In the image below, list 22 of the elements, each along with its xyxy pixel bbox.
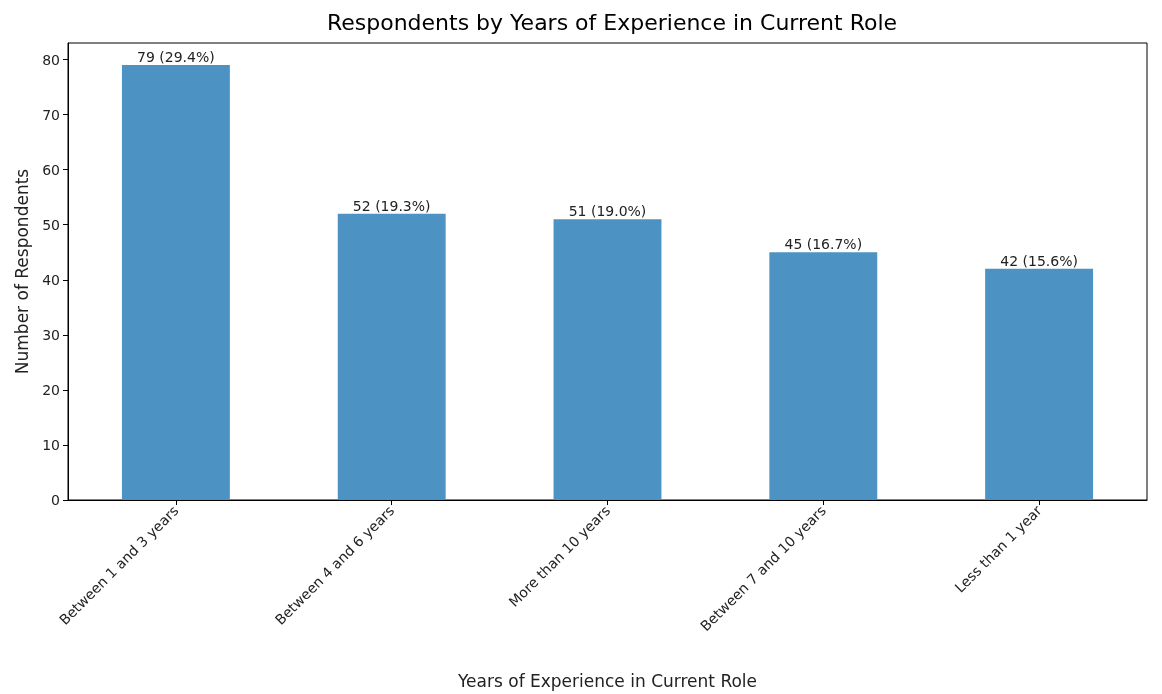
bar [985,268,1094,500]
x-axis-title: Years of Experience in Current Role [456,670,758,691]
bar [337,213,446,500]
y-axis-title: Number of Respondents [11,168,32,375]
y-tick-label: 0 [51,492,60,508]
y-tick-label: 70 [42,106,60,123]
y-tick-label: 20 [42,381,60,398]
data-label: 52 (19.3%) [352,197,431,214]
data-label: 51 (19.0%) [568,203,647,220]
data-label: 45 (16.7%) [784,236,863,253]
y-tick-label: 10 [42,436,60,453]
y-tick-label: 60 [42,161,60,178]
bar [121,65,230,500]
data-label: 42 (15.6%) [1000,252,1078,269]
y-tick-label: 30 [42,326,60,343]
y-tick-label: 50 [42,216,60,233]
data-label: 79 (29.4%) [137,49,215,66]
bar [769,252,878,500]
bar [553,219,662,500]
chart-title: Respondents by Years of Experience in Current Role [326,9,898,35]
y-tick-label: 40 [42,271,60,288]
y-tick-label: 80 [42,51,60,68]
